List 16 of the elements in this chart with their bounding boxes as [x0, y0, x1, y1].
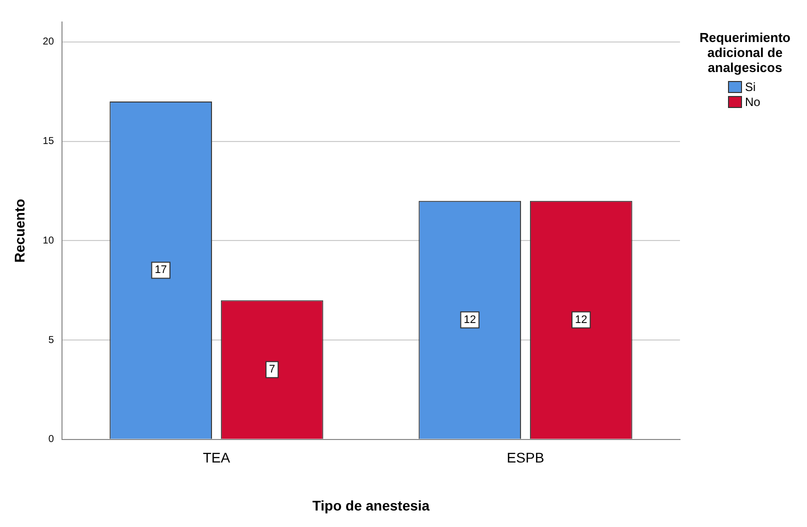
x-axis-title: Tipo de anestesia	[312, 497, 430, 514]
data-label: 12	[574, 314, 588, 326]
x-tick-label: TEA	[202, 450, 231, 466]
y-tick-label: 5	[48, 334, 54, 346]
y-tick-label: 0	[48, 434, 54, 446]
y-tick-label: 20	[42, 36, 54, 48]
y-axis-title: Recuento	[11, 198, 28, 263]
legend-label: Si	[745, 80, 756, 94]
x-tick-label: ESPB	[506, 450, 544, 466]
y-tick-label: 15	[42, 136, 54, 148]
data-label: 12	[464, 314, 476, 326]
legend-label: No	[745, 94, 760, 108]
legend-title: Requerimiento adicional de analgesicos	[698, 30, 792, 75]
y-tick-label: 10	[42, 235, 54, 246]
data-label: 7	[269, 364, 276, 376]
data-label: 17	[154, 264, 167, 276]
